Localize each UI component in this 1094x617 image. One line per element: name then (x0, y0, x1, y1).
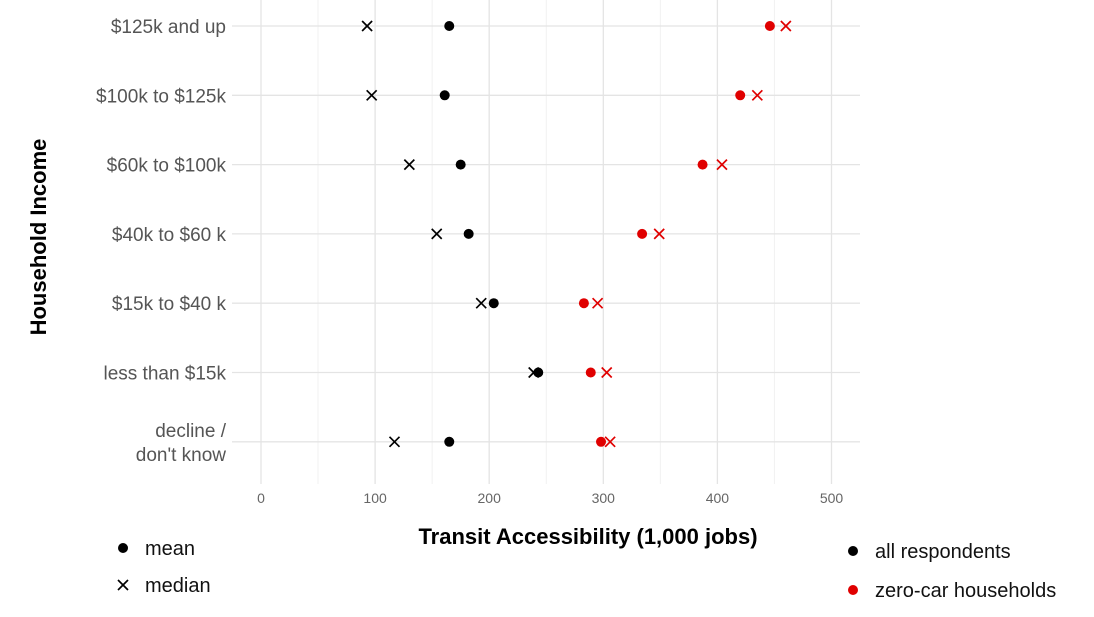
cross-stroke (591, 297, 604, 309)
color-legend: all respondents zero-car households (848, 541, 1056, 602)
median-cross (388, 436, 401, 448)
data-marks (361, 20, 792, 448)
legend-median-cross (117, 579, 129, 591)
cross-stroke (388, 436, 401, 448)
median-cross (604, 436, 616, 448)
x-tick-label: 400 (706, 490, 730, 506)
y-tick-label: decline / (155, 421, 226, 442)
mean-dot (764, 21, 775, 31)
mean-dot (637, 228, 648, 239)
median-cross (431, 228, 443, 240)
cross-stroke (403, 158, 415, 171)
mean-dot (488, 298, 499, 309)
grid-lines (232, 0, 860, 484)
cross-stroke (366, 89, 378, 101)
cross-stroke (604, 436, 616, 448)
mean-dot (697, 159, 708, 170)
median-cross (601, 366, 613, 379)
y-tick-label: $60k to $100k (107, 156, 227, 177)
mean-dot (533, 367, 544, 378)
mean-dot (444, 436, 455, 447)
cross-stroke (361, 20, 373, 32)
x-tick-labels: 0 100 200 300 400 500 (257, 490, 843, 506)
cross-stroke (601, 366, 613, 379)
mean-dot (578, 298, 589, 309)
x-tick-label: 0 (257, 490, 265, 506)
y-axis-title: Household Income (26, 139, 51, 336)
x-tick-label: 300 (592, 490, 616, 506)
median-cross (403, 158, 415, 171)
x-tick-label: 200 (478, 490, 502, 506)
mean-dot (585, 367, 596, 378)
y-tick-label: $40k to $60 k (112, 225, 227, 246)
median-cross (591, 297, 604, 309)
cross-stroke (751, 89, 763, 101)
y-tick-label: $125k and up (111, 17, 226, 38)
color-legend-label: zero-car households (875, 580, 1056, 602)
legend-color-dot (848, 585, 858, 595)
median-cross (361, 20, 373, 32)
x-axis-title: Transit Accessibility (1,000 jobs) (418, 524, 757, 549)
median-cross (716, 158, 728, 171)
x-tick-label: 100 (363, 490, 387, 506)
y-tick-label: less than $15k (103, 364, 226, 385)
category-labels: $125k and up $100k to $125k $60k to $100k $… (96, 17, 227, 466)
shape-legend-label: mean (145, 538, 195, 560)
cross-stroke (716, 158, 728, 171)
mean-dot (444, 21, 455, 31)
median-cross (653, 228, 665, 240)
median-cross (475, 297, 487, 309)
shape-legend-label: median (145, 575, 211, 597)
mean-dot (463, 228, 474, 239)
cross-stroke (653, 228, 665, 240)
cross-stroke (431, 228, 443, 240)
mean-dot (439, 90, 450, 101)
median-cross (751, 89, 763, 101)
legend-color-dot (848, 546, 858, 556)
legend-mean-dot (118, 543, 128, 553)
mean-dot (735, 90, 746, 101)
shape-legend: mean median (117, 538, 211, 597)
x-tick-label: 500 (820, 490, 844, 506)
median-cross (366, 89, 378, 101)
y-tick-label: $15k to $40 k (112, 294, 227, 315)
median-cross (780, 20, 792, 32)
cross-stroke (475, 297, 487, 309)
mean-dot (596, 436, 607, 447)
color-legend-label: all respondents (875, 541, 1011, 563)
cross-stroke (780, 20, 792, 32)
cross-stroke (117, 579, 129, 591)
y-tick-label: don't know (136, 445, 227, 466)
mean-dot (455, 159, 466, 170)
y-tick-label: $100k to $125k (96, 86, 226, 107)
